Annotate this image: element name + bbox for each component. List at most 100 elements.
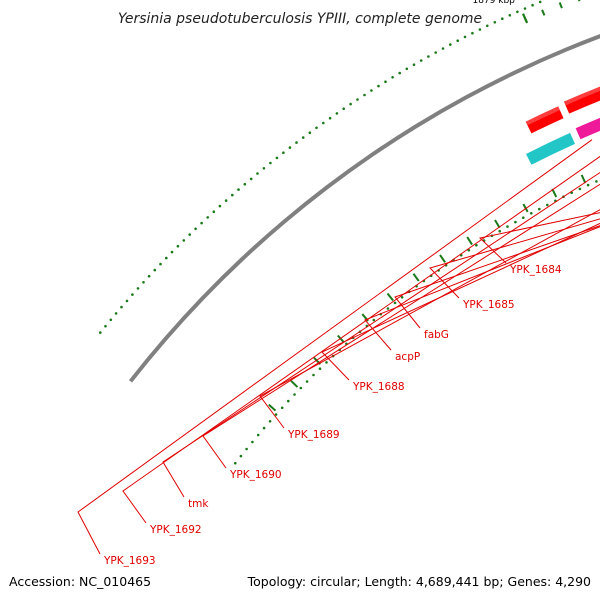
position-dot [531, 3, 534, 7]
inner-dot [530, 212, 533, 215]
label-leader-line [364, 226, 600, 351]
position-dot [170, 250, 174, 254]
inner-dot [372, 318, 376, 322]
position-dot [449, 43, 452, 46]
position-dot [194, 227, 197, 231]
tick-marks: 1868 kbp1869 kbp1870 kbp1871 kbp1872 kbp… [472, 0, 581, 24]
gene-label: YPK_1690 [229, 469, 282, 481]
position-dot [516, 10, 519, 14]
inner-tick [494, 219, 501, 229]
accession-text: Accession: NC_010465 [9, 574, 151, 589]
position-dot [142, 281, 145, 284]
gene-label: tmk [188, 498, 209, 510]
position-dot [200, 221, 203, 225]
position-dot [328, 116, 332, 120]
outer-position-dots [99, 0, 542, 334]
position-dot [501, 17, 504, 21]
inner-dot [280, 406, 284, 410]
inner-dot [239, 454, 243, 458]
inner-dot [514, 220, 517, 224]
position-dot [398, 71, 402, 75]
position-dot [131, 293, 134, 296]
tick-label: 1879 kbp [472, 0, 515, 6]
position-dot [434, 51, 438, 54]
gene-feature [575, 117, 600, 140]
label-layer: YPK_1684 YPK_1685 fabG acpP YPK_1688 YPK_1689… [103, 264, 562, 567]
position-dot [99, 331, 102, 334]
position-dot [412, 63, 416, 66]
inner-tick [290, 380, 299, 388]
inner-tick [439, 254, 446, 263]
position-dot [249, 177, 253, 181]
position-dot [269, 161, 272, 165]
position-dot [159, 262, 162, 266]
position-dot [120, 305, 123, 309]
position-dot [419, 59, 423, 62]
position-dot [384, 80, 387, 83]
minor-tick [558, 2, 563, 9]
position-dot [308, 131, 312, 134]
inner-dot [586, 183, 590, 187]
position-dot [456, 39, 460, 42]
position-dot [182, 239, 186, 242]
inner-dot [305, 380, 309, 383]
map-title: Yersinia pseudotuberculosis YPIII, compl… [118, 11, 482, 27]
position-dot [427, 55, 430, 58]
position-dot [322, 121, 325, 125]
inner-dot [546, 203, 549, 207]
position-dot [342, 107, 346, 110]
inner-dot [595, 180, 598, 183]
inner-tick [551, 188, 558, 198]
position-dot [356, 98, 359, 101]
position-dot [471, 31, 474, 35]
inner-dot [578, 187, 582, 191]
position-dot [109, 318, 113, 322]
inner-tick [466, 236, 473, 246]
inner-dot [274, 413, 278, 416]
inner-position-dots [234, 174, 598, 465]
gene-label: YPK_1685 [462, 299, 515, 311]
position-dot [295, 141, 298, 144]
inner-dot [256, 433, 260, 437]
label-leader-line [162, 171, 600, 498]
position-dot [523, 7, 527, 10]
inner-tick [580, 174, 587, 184]
inner-dot [386, 307, 390, 310]
inner-dot [498, 229, 502, 233]
label-leader-line [77, 139, 593, 555]
gene-feature [526, 132, 575, 165]
position-dot [153, 268, 157, 272]
position-dot [136, 287, 140, 290]
position-dot [206, 216, 209, 219]
gene-label: fabG [424, 329, 449, 341]
gene-label: YPK_1692 [149, 524, 202, 536]
label-leader-line [394, 225, 600, 329]
position-dot [243, 182, 247, 186]
inner-dot [268, 420, 272, 423]
label-leader-line [202, 183, 600, 469]
inner-dot [312, 373, 315, 377]
position-dot [301, 136, 305, 139]
position-dot [486, 24, 489, 28]
minor-tick [578, 0, 581, 2]
cds-arrow [525, 106, 564, 134]
position-dot [114, 312, 118, 315]
position-dot [224, 199, 228, 202]
position-dot [391, 76, 394, 79]
position-dot [147, 274, 151, 278]
inner-dot [506, 225, 509, 228]
position-dot [315, 126, 318, 130]
inner-dot [262, 426, 266, 430]
minor-tick [523, 16, 528, 24]
inner-tick [268, 403, 277, 412]
position-dot [493, 21, 497, 24]
inner-dot [293, 393, 296, 396]
inner-dot [522, 216, 525, 219]
inner-dot [245, 447, 248, 451]
feature-tracks [128, 34, 600, 383]
position-dot [405, 67, 409, 71]
genome-backbone [128, 34, 600, 383]
position-dot [478, 28, 482, 31]
inner-dot [251, 440, 254, 444]
